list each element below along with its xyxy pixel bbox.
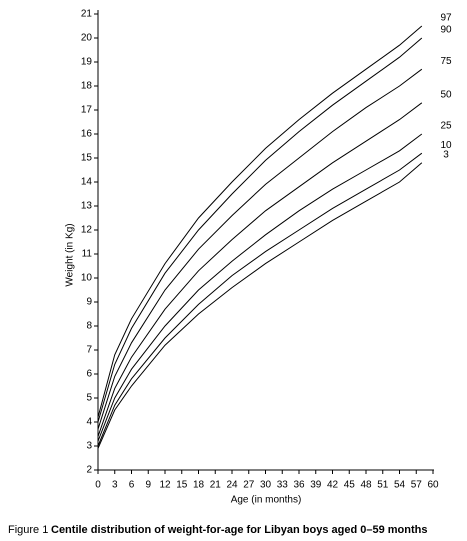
y-tick-label: 8 bbox=[86, 321, 92, 332]
line-label: 75 bbox=[440, 56, 452, 67]
line-label: 25 bbox=[440, 121, 452, 132]
x-tick-label: 6 bbox=[129, 480, 135, 491]
y-tick-label: 4 bbox=[86, 417, 92, 428]
x-tick-label: 9 bbox=[145, 480, 151, 491]
y-tick-label: 21 bbox=[81, 9, 93, 20]
y-tick-label: 11 bbox=[82, 249, 93, 260]
y-tick-label: 13 bbox=[81, 201, 93, 212]
caption-prefix: Figure 1 bbox=[8, 524, 48, 536]
x-tick-label: 60 bbox=[427, 480, 439, 491]
line-label: 50 bbox=[440, 89, 452, 100]
x-tick-label: 51 bbox=[377, 480, 389, 491]
y-tick-label: 17 bbox=[81, 105, 93, 116]
x-tick-label: 42 bbox=[327, 480, 339, 491]
line-label: 97 bbox=[440, 13, 452, 24]
x-tick-label: 27 bbox=[243, 480, 255, 491]
x-tick-label: 36 bbox=[293, 480, 305, 491]
x-tick-label: 3 bbox=[112, 480, 118, 491]
y-tick-label: 16 bbox=[81, 129, 93, 140]
centile-line bbox=[97, 102, 423, 437]
centile-line bbox=[97, 68, 423, 430]
x-tick-label: 57 bbox=[411, 480, 423, 491]
x-axis-label: Age (in months) bbox=[231, 495, 302, 506]
y-tick-label: 2 bbox=[86, 465, 92, 476]
y-tick-label: 5 bbox=[86, 393, 92, 404]
x-tick-label: 54 bbox=[394, 480, 406, 491]
centile-line bbox=[97, 25, 423, 418]
centile-line bbox=[97, 162, 423, 449]
caption: Centile distribution of weight-for-age f… bbox=[51, 524, 427, 536]
y-tick-label: 7 bbox=[86, 345, 92, 356]
y-tick-label: 15 bbox=[81, 153, 93, 164]
x-tick-label: 48 bbox=[360, 480, 372, 491]
centile-line bbox=[97, 133, 423, 442]
centile-line bbox=[97, 37, 423, 423]
line-label: 10 bbox=[440, 140, 452, 151]
y-tick-label: 18 bbox=[81, 81, 93, 92]
x-tick-label: 33 bbox=[277, 480, 289, 491]
line-label: 3 bbox=[443, 149, 449, 160]
y-tick-label: 9 bbox=[86, 297, 92, 308]
y-tick-label: 3 bbox=[86, 441, 92, 452]
x-tick-label: 18 bbox=[193, 480, 205, 491]
x-tick-label: 21 bbox=[210, 480, 222, 491]
line-label: 90 bbox=[440, 25, 452, 36]
centile-line bbox=[97, 152, 423, 447]
x-tick-label: 0 bbox=[95, 480, 101, 491]
y-tick-label: 6 bbox=[86, 369, 92, 380]
y-tick-label: 20 bbox=[81, 33, 93, 44]
y-tick-label: 19 bbox=[81, 57, 93, 68]
y-tick-label: 12 bbox=[81, 225, 93, 236]
y-axis-label: Weight (in Kg) bbox=[65, 223, 76, 286]
x-tick-label: 24 bbox=[226, 480, 238, 491]
x-tick-label: 39 bbox=[310, 480, 322, 491]
x-tick-label: 30 bbox=[260, 480, 272, 491]
x-tick-label: 12 bbox=[159, 480, 171, 491]
y-tick-label: 14 bbox=[81, 177, 93, 188]
y-tick-label: 10 bbox=[81, 273, 93, 284]
x-tick-label: 45 bbox=[344, 480, 356, 491]
x-tick-label: 15 bbox=[176, 480, 188, 491]
